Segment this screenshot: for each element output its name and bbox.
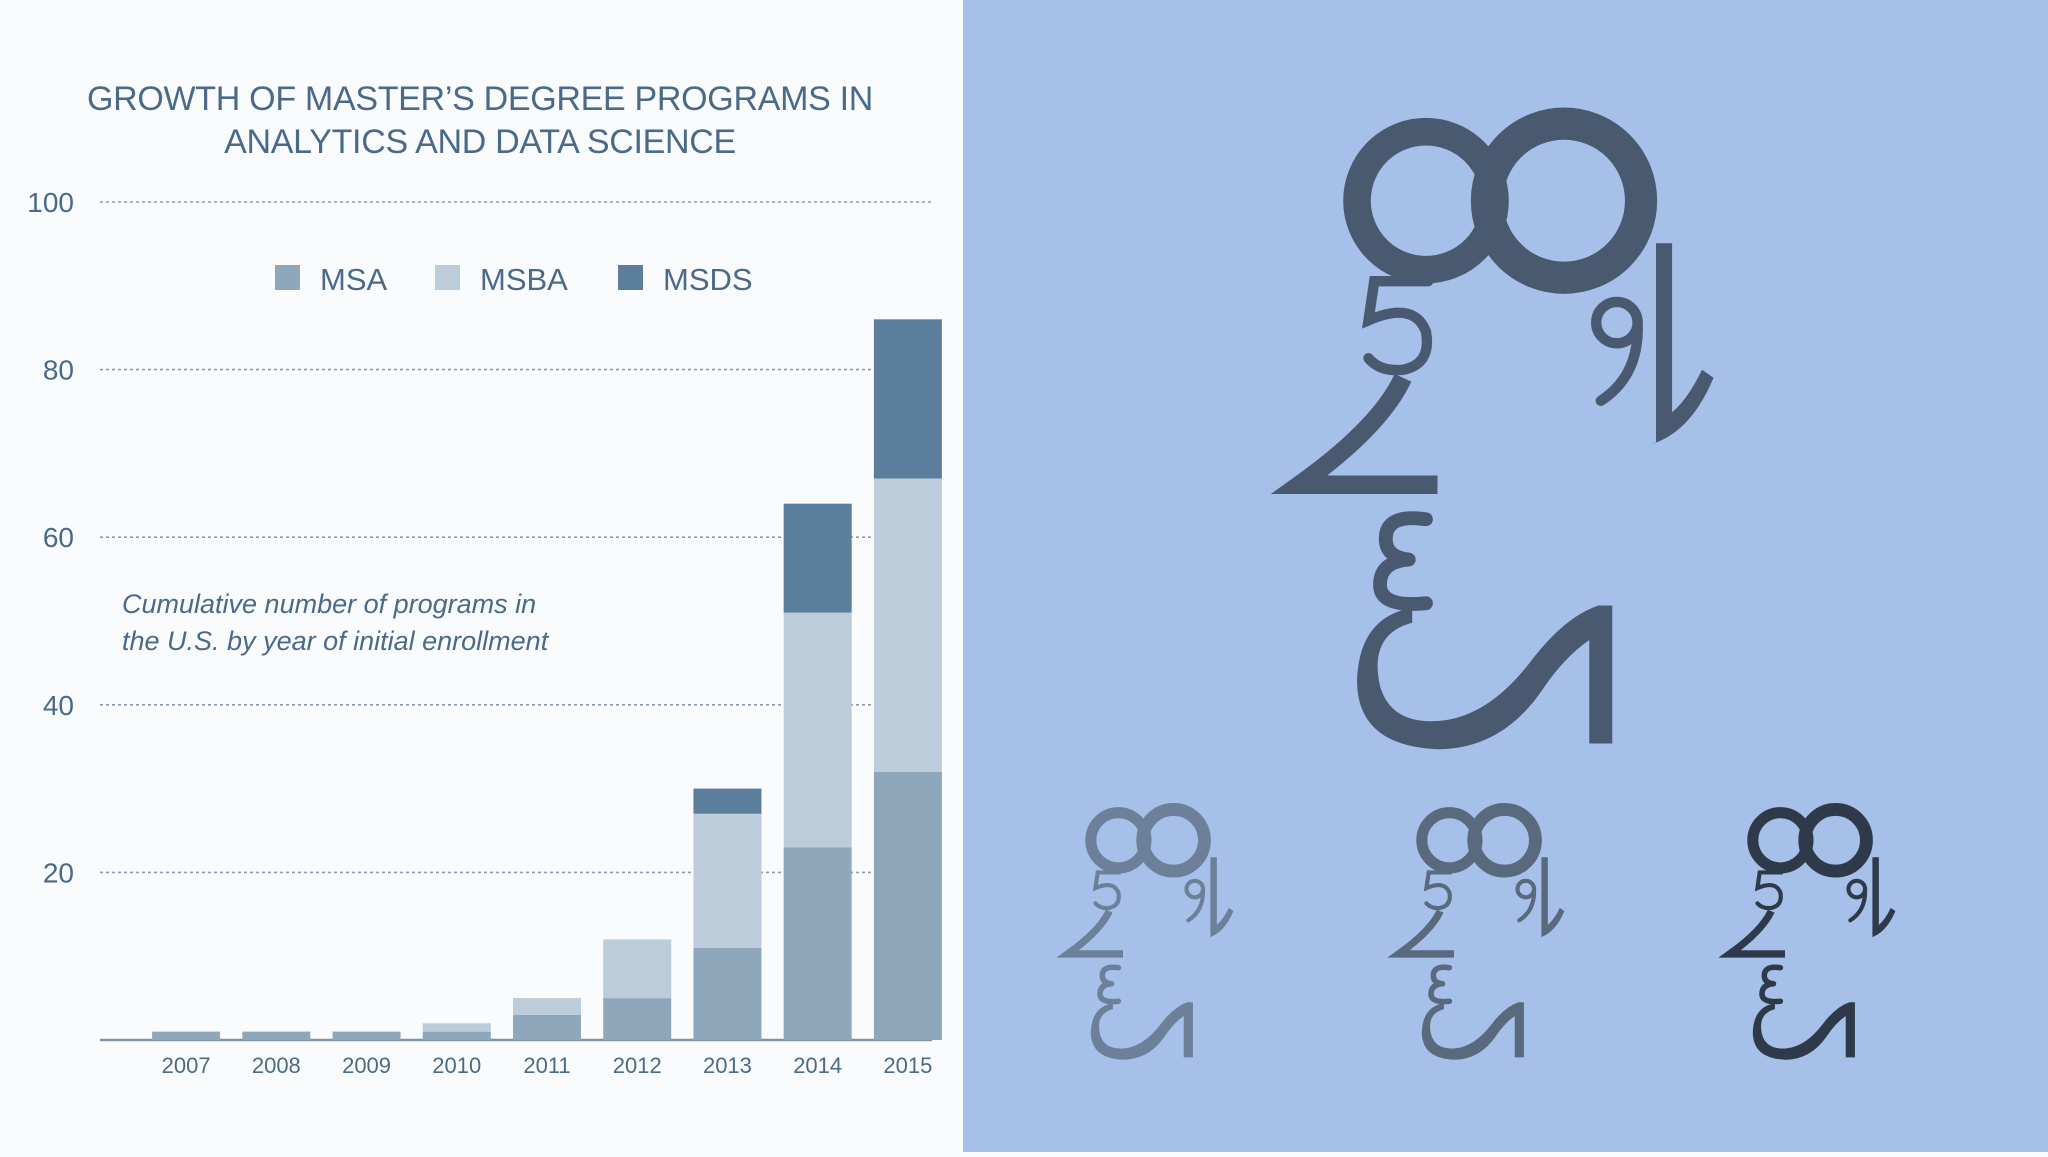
y-axis-ticks: 20 40 60 80 100 bbox=[27, 187, 74, 888]
legend-swatch-msds bbox=[618, 265, 643, 290]
chart-title-line-1: GROWTH OF MASTER’S DEGREE PROGRAMS IN bbox=[86, 80, 874, 118]
x-tick-label: 2011 bbox=[523, 1053, 570, 1078]
bar-msa-2008 bbox=[242, 1031, 311, 1040]
bar-msba-2014 bbox=[783, 612, 852, 848]
y-tick-label: 20 bbox=[43, 857, 74, 888]
bar-msa-2013 bbox=[693, 947, 762, 1040]
bar-msds-2014 bbox=[783, 503, 852, 613]
bar-chart: 20 40 60 80 100 2007 2008 2009 2010 2011 2012 2013… bbox=[27, 187, 942, 1078]
bar-msa-2015 bbox=[873, 771, 942, 1040]
x-tick-label: 2007 bbox=[162, 1053, 211, 1078]
annotation-line-2: the U.S. by year of initial enrollment bbox=[122, 626, 550, 656]
x-tick-label: 2009 bbox=[342, 1053, 391, 1078]
x-tick-label: 2013 bbox=[703, 1053, 752, 1078]
bar-msds-2015 bbox=[873, 319, 942, 479]
legend-label-msds: MSDS bbox=[663, 262, 753, 297]
x-tick-label: 2014 bbox=[793, 1053, 842, 1078]
x-tick-label: 2008 bbox=[252, 1053, 301, 1078]
y-tick-label: 40 bbox=[43, 690, 74, 721]
x-tick-label: 2012 bbox=[613, 1053, 662, 1078]
x-tick-label: 2015 bbox=[883, 1053, 932, 1078]
legend-swatch-msba bbox=[435, 265, 460, 290]
bar-msds-2013 bbox=[693, 788, 762, 814]
bars bbox=[152, 319, 942, 1040]
bar-msa-2012 bbox=[603, 998, 672, 1040]
bar-msba-2015 bbox=[873, 478, 942, 772]
face-illustration bbox=[963, 0, 2048, 1152]
bar-msba-2011 bbox=[513, 998, 581, 1015]
chart-title: GROWTH OF MASTER’S DEGREE PROGRAMS IN AN… bbox=[30, 78, 930, 164]
legend-swatch-msa bbox=[275, 265, 300, 290]
x-tick-label: 2010 bbox=[432, 1053, 481, 1078]
bar-msba-2013 bbox=[693, 813, 762, 948]
chart-panel: GROWTH OF MASTER’S DEGREE PROGRAMS IN AN… bbox=[0, 0, 963, 1152]
legend-label-msba: MSBA bbox=[480, 262, 568, 297]
bar-msa-2009 bbox=[332, 1031, 401, 1040]
y-tick-label: 80 bbox=[43, 355, 74, 386]
annotation-line-1: Cumulative number of programs in bbox=[122, 589, 536, 619]
chart-title-line-2: ANALYTICS AND DATA SCIENCE bbox=[224, 123, 736, 161]
bar-msa-2011 bbox=[513, 1014, 581, 1040]
legend-label-msa: MSA bbox=[320, 262, 388, 297]
bar-msa-2014 bbox=[783, 847, 852, 1040]
legend: MSA MSBA MSDS bbox=[275, 262, 753, 297]
bar-msba-2010 bbox=[422, 1023, 491, 1032]
x-axis-ticks: 2007 2008 2009 2010 2011 2012 2013 2014 2015 bbox=[162, 1053, 933, 1078]
y-tick-label: 60 bbox=[43, 522, 74, 553]
bar-msba-2012 bbox=[603, 939, 672, 999]
face-illustration-panel bbox=[963, 0, 2048, 1152]
bar-msa-2010 bbox=[422, 1031, 491, 1040]
y-tick-label: 100 bbox=[27, 187, 74, 218]
bar-msa-2007 bbox=[152, 1031, 221, 1040]
